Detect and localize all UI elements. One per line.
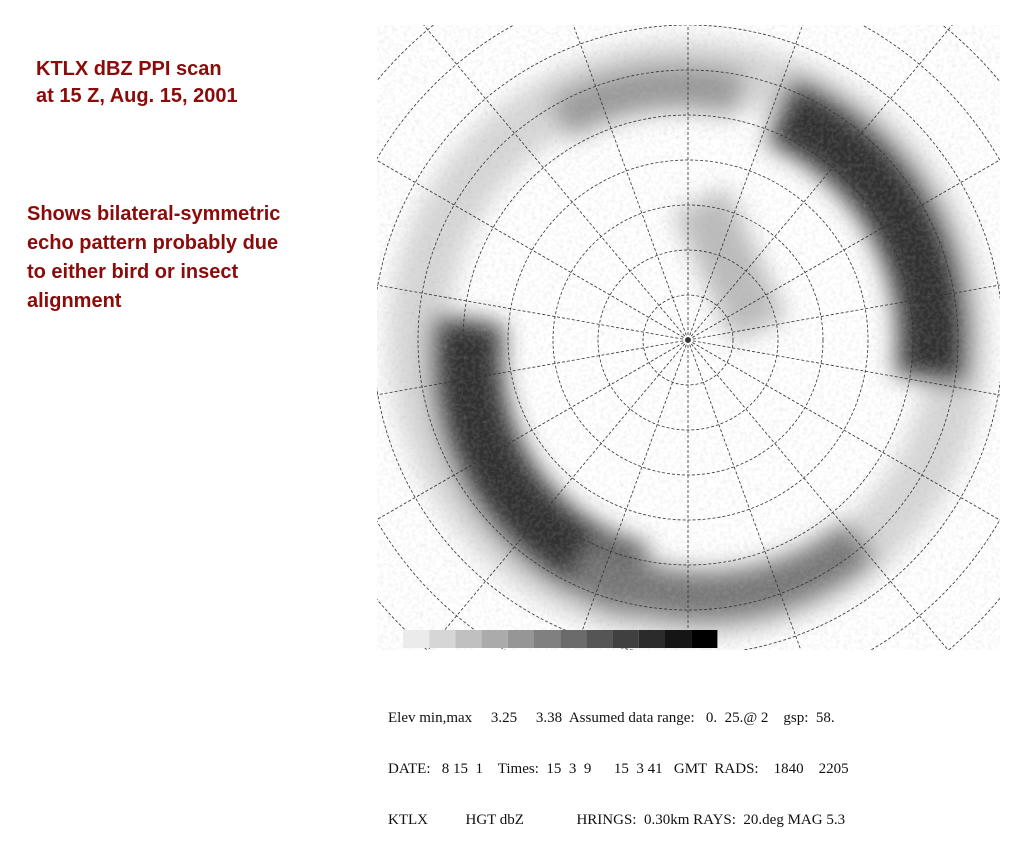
ray xyxy=(377,159,689,341)
title-line: KTLX dBZ PPI scan xyxy=(36,58,222,80)
color-swatch xyxy=(665,630,692,648)
title-line: at 15 Z, Aug. 15, 2001 xyxy=(36,85,238,107)
color-swatch xyxy=(507,630,534,648)
info-line: DATE: 8 15 1 Times: 15 3 9 15 3 41 GMT R… xyxy=(388,761,849,777)
color-swatch xyxy=(429,630,456,648)
description-line: echo pattern probably due xyxy=(27,232,279,254)
ray xyxy=(574,339,689,650)
color-swatch xyxy=(586,630,613,648)
color-swatch xyxy=(534,630,561,648)
ray xyxy=(687,339,1000,521)
ray xyxy=(377,339,689,521)
description-line: Shows bilateral-symmetric xyxy=(27,203,281,225)
slide: KTLX dBZ PPI scan at 15 Z, Aug. 15, 2001… xyxy=(27,25,1000,828)
ray xyxy=(687,339,949,650)
ray xyxy=(687,284,1000,341)
color-swatch xyxy=(638,630,665,648)
ray xyxy=(687,159,1000,341)
color-swatch xyxy=(455,630,482,648)
info-line: Elev min,max 3.25 3.38 Assumed data rang… xyxy=(388,710,835,726)
ray xyxy=(427,339,689,650)
radar-info: Elev min,max 3.25 3.38 Assumed data rang… xyxy=(388,676,849,846)
range-ring xyxy=(462,114,914,566)
description-line: alignment xyxy=(27,290,122,312)
ray xyxy=(687,339,802,650)
color-swatch xyxy=(403,630,430,648)
color-swatch xyxy=(481,630,508,648)
title: KTLX dBZ PPI scan at 15 Z, Aug. 15, 2001 xyxy=(36,56,238,110)
info-line: KTLX HGT dbZ HRINGS: 0.30km RAYS: 20.deg… xyxy=(388,812,846,828)
radar-image xyxy=(377,25,1000,650)
ray xyxy=(687,339,1000,396)
description-line: to either bird or insect xyxy=(27,261,239,283)
description: Shows bilateral-symmetric echo pattern p… xyxy=(27,200,280,316)
color-swatch xyxy=(560,630,587,648)
color-swatch xyxy=(612,630,639,648)
color-swatch xyxy=(691,630,718,648)
